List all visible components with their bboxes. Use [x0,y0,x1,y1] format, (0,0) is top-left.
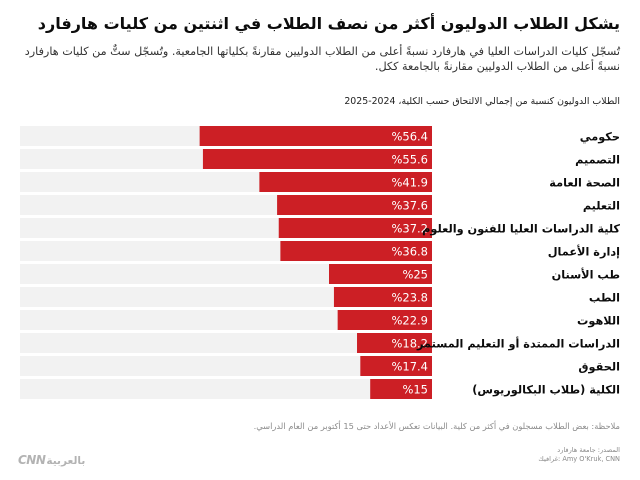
category-label: الدراسات الممتدة أو التعليم المستمر [416,337,620,351]
bar [259,172,432,192]
bar-row: %23.8 الطب [20,287,620,307]
category-label: التعليم [583,200,620,213]
bar [277,195,432,215]
value-label: %56.4 [391,130,428,144]
bar [280,241,432,261]
value-label: %25 [402,268,428,282]
bar [329,264,432,284]
bar-row: %37.6 التعليم [20,195,620,215]
bar [278,218,432,238]
bar-track [20,310,432,330]
category-label: اللاهوت [577,315,620,328]
footnote: ملاحظة: بعض الطلاب مسجلون في أكثر من كلي… [253,421,620,431]
category-label: إدارة الأعمال [548,245,620,259]
value-label: %37.6 [391,199,428,213]
chart-label: الطلاب الدوليون كنسبة من إجمالي الالتحاق… [344,96,620,107]
category-label: التصميم [575,154,620,167]
bar-row: %17.4 الحقوق [20,356,620,376]
bar-track [20,287,432,307]
value-label: %23.8 [391,291,428,305]
category-label: الطب [589,292,620,305]
chart-title: يشكل الطلاب الدوليون أكثر من نصف الطلاب … [37,14,620,33]
bar-row: %25 طب الأسنان [20,264,620,284]
bar [202,149,432,169]
bar-row: %55.6 التصميم [20,149,620,169]
source-credit: المصدر: جامعة هارفارد [557,446,620,454]
bar-row: %22.9 اللاهوت [20,310,620,330]
bar-track [20,379,432,399]
bar-track [20,333,432,353]
value-label: %18.2 [391,337,428,351]
cnn-logo-arabic: بالعربية [46,455,86,467]
cnn-logo: CNNبالعربية [18,449,106,467]
value-label: %17.4 [391,360,428,374]
bar [337,310,432,330]
bar-row: %41.9 الصحة العامة [20,172,620,192]
bar [199,126,432,146]
value-label: %37.2 [391,222,428,236]
category-label: طب الأسنان [552,268,620,282]
category-label: كلية الدراسات العليا للفنون والعلوم [422,223,620,236]
bar-row: %15 الكلية (طلاب البكالوريوس) [20,379,620,399]
bar [357,333,432,353]
bar [360,356,432,376]
category-label: حكومي [580,131,620,144]
bar [370,379,432,399]
bar [333,287,432,307]
category-label: الكلية (طلاب البكالوريوس) [472,384,620,397]
bar-row: %56.4 حكومي [20,126,620,146]
value-label: %22.9 [391,314,428,328]
graphic-credit: غرافيك: Amy O'Kruk, CNN [538,455,620,463]
bar-row: %36.8 إدارة الأعمال [20,241,620,261]
chart-subtitle: تُسجّل كليات الدراسات العليا في هارفارد … [24,45,620,73]
category-label: الصحة العامة [549,177,620,190]
bar-track [20,356,432,376]
value-label: %36.8 [391,245,428,259]
bar-chart: %56.4 حكومي %55.6 التصميم %41.9 الصحة العامة%… [20,126,620,399]
value-label: %55.6 [391,153,428,167]
value-label: %15 [402,383,428,397]
category-label: الحقوق [578,361,620,374]
cnn-logo-text: CNN [18,453,46,467]
value-label: %41.9 [391,176,428,190]
